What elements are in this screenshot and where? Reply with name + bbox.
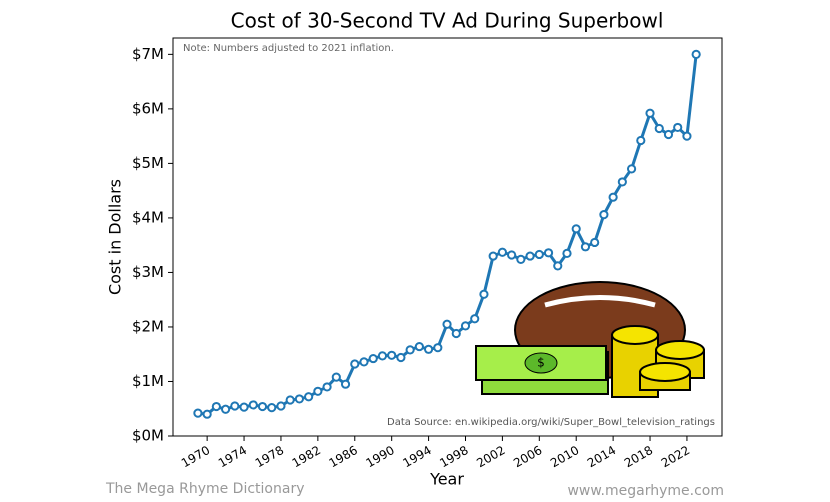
point (340, 379, 351, 389)
point (414, 341, 424, 352)
y-tick-label: $5M (132, 154, 164, 172)
point (423, 344, 434, 354)
point (691, 49, 701, 59)
point (516, 254, 526, 264)
point (239, 402, 249, 412)
point (673, 122, 683, 133)
point (405, 345, 415, 355)
point (359, 357, 369, 367)
footer-right: www.megarhyme.com (567, 483, 724, 499)
y-tick-label: $1M (132, 372, 164, 390)
point (368, 353, 378, 364)
note: Note: Numbers adjusted to 2021 inflation… (183, 43, 394, 54)
point (248, 400, 258, 410)
point (396, 352, 406, 363)
y-tick-label: $2M (132, 317, 164, 335)
point (599, 210, 609, 220)
point (257, 401, 268, 412)
x-tick-label: 1978 (253, 443, 286, 470)
point (645, 108, 655, 118)
y-tick-label: $7M (132, 45, 164, 63)
point (580, 242, 591, 252)
point (202, 409, 212, 419)
x-tick-label: 1970 (179, 443, 212, 470)
x-tick-label: 1982 (290, 443, 323, 470)
y-tick-label: $4M (132, 208, 164, 226)
point (220, 404, 231, 414)
x-tick-label: 1974 (216, 443, 249, 470)
x-tick-label: 2002 (474, 443, 507, 470)
plot-frame (172, 37, 723, 437)
point (322, 382, 332, 392)
point (230, 401, 240, 411)
y-tick-label: $3M (132, 263, 164, 281)
x-axis-label: Year (429, 470, 464, 489)
x-tick-label: 1998 (437, 443, 470, 470)
point (562, 248, 572, 258)
x-tick-label: 1990 (363, 443, 396, 470)
point (654, 123, 664, 134)
point (451, 328, 461, 339)
point (304, 392, 314, 402)
y-tick-label: $0M (132, 427, 164, 445)
point (507, 250, 517, 260)
point (488, 251, 498, 261)
y-tick-label: $6M (132, 99, 164, 117)
point (626, 164, 637, 174)
x-tick-label: 2014 (585, 443, 618, 470)
footer-left: The Mega Rhyme Dictionary (105, 481, 305, 497)
point (590, 237, 600, 248)
illustration: $ (475, 281, 705, 398)
point (442, 319, 452, 329)
point (331, 372, 341, 382)
point (211, 401, 221, 412)
point (534, 249, 544, 260)
point (553, 261, 563, 271)
point (571, 224, 581, 234)
point (350, 359, 360, 369)
x-tick-label: 2010 (548, 443, 581, 470)
point (525, 251, 535, 261)
source: Data Source: en.wikipedia.org/wiki/Super… (387, 417, 715, 428)
y-axis-label: Cost in Dollars (106, 179, 125, 295)
point (617, 177, 627, 187)
point (497, 247, 507, 257)
x-tick-label: 1986 (327, 443, 360, 470)
x-tick-label: 2006 (511, 443, 544, 470)
point (479, 289, 489, 299)
point (276, 401, 286, 411)
x-tick-label: 2022 (659, 443, 692, 470)
point (663, 129, 674, 140)
point (193, 408, 203, 418)
point (285, 395, 295, 405)
chart-title: Cost of 30-Second TV Ad During Superbowl (231, 9, 664, 33)
point (543, 248, 554, 258)
point (608, 192, 618, 202)
x-tick-label: 1994 (400, 443, 433, 470)
point (433, 343, 443, 353)
source-bg (390, 414, 718, 430)
point (377, 351, 388, 361)
point (682, 131, 692, 141)
point (636, 135, 646, 146)
point (470, 314, 480, 324)
point (267, 403, 277, 413)
point (460, 321, 471, 331)
point (313, 386, 323, 396)
svg-text:$: $ (537, 356, 545, 370)
point (294, 394, 305, 404)
point (387, 350, 397, 360)
x-tick-label: 2018 (622, 443, 655, 470)
